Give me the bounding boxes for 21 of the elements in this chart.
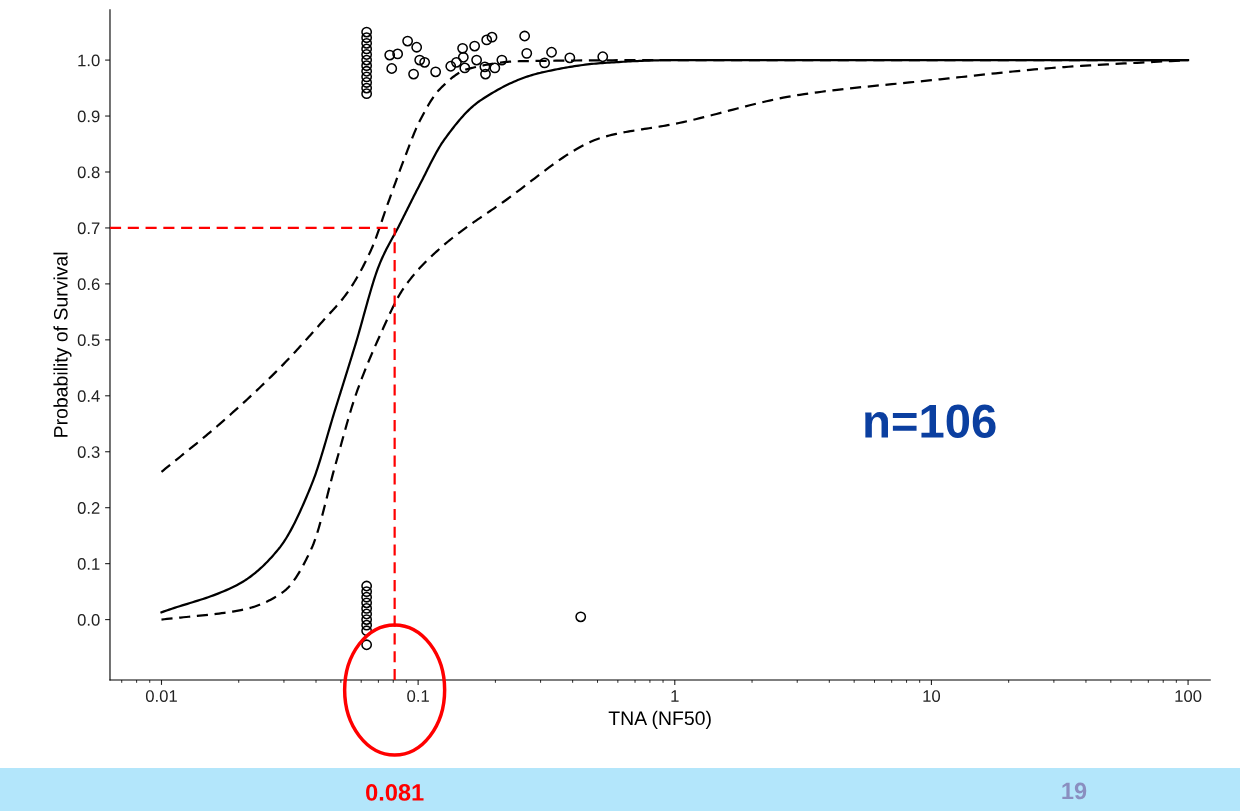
annotation: n=106	[865, 404, 996, 438]
text: 19	[1062, 782, 1087, 800]
y-tick-label: 0.6	[77, 278, 100, 291]
y-tick-label: 0.9	[77, 110, 100, 123]
y-tick-label: 0.1	[77, 558, 100, 570]
x-axis-title: TNA (NF50)	[608, 710, 711, 729]
x-tick-label: 0.01	[145, 690, 177, 702]
y-tick-label: 0.8	[77, 166, 100, 179]
y-tick-label: 0.2	[77, 502, 100, 514]
y-tick-label: 0.5	[77, 334, 100, 347]
y-axis-title: Probability of Survival	[53, 252, 72, 437]
x-tick-label: 0.1	[407, 690, 429, 702]
ref-line-label: 0.081	[366, 784, 424, 801]
y-tick-label: 0.7	[77, 222, 100, 235]
y-tick-label: 0.3	[77, 446, 100, 458]
y-tick-label: 0.4	[77, 390, 100, 402]
x-tick-label: 10	[923, 690, 941, 702]
y-tick-label: 0.0	[77, 614, 100, 626]
x-tick-label: 1	[671, 690, 679, 702]
y-tick-label: 1.0	[78, 54, 100, 67]
x-tick-label: 100	[1175, 690, 1202, 702]
